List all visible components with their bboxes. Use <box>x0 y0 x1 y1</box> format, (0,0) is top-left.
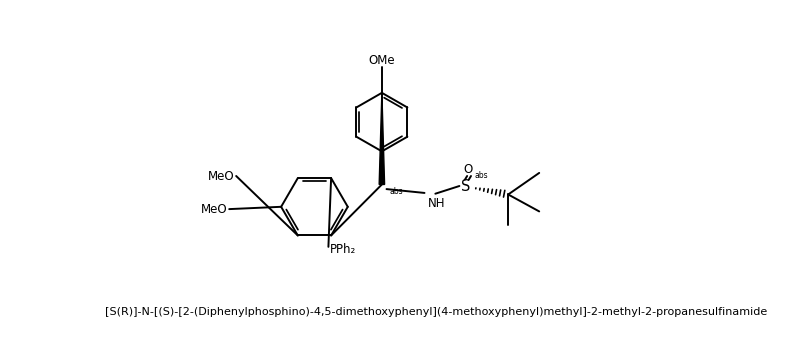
Text: PPh₂: PPh₂ <box>330 244 356 256</box>
Text: NH: NH <box>428 197 445 210</box>
Text: [S(R)]-N-[(S)-[2-(Diphenylphosphino)-4,5-dimethoxyphenyl](4-methoxyphenyl)methyl: [S(R)]-N-[(S)-[2-(Diphenylphosphino)-4,5… <box>105 306 767 317</box>
Text: MeO: MeO <box>201 203 227 216</box>
Text: O: O <box>463 163 473 176</box>
Text: abs: abs <box>390 187 403 196</box>
Text: MeO: MeO <box>208 170 234 183</box>
Text: OMe: OMe <box>368 54 395 67</box>
Text: S: S <box>461 179 470 194</box>
Text: abs: abs <box>475 171 489 180</box>
Polygon shape <box>379 93 385 184</box>
